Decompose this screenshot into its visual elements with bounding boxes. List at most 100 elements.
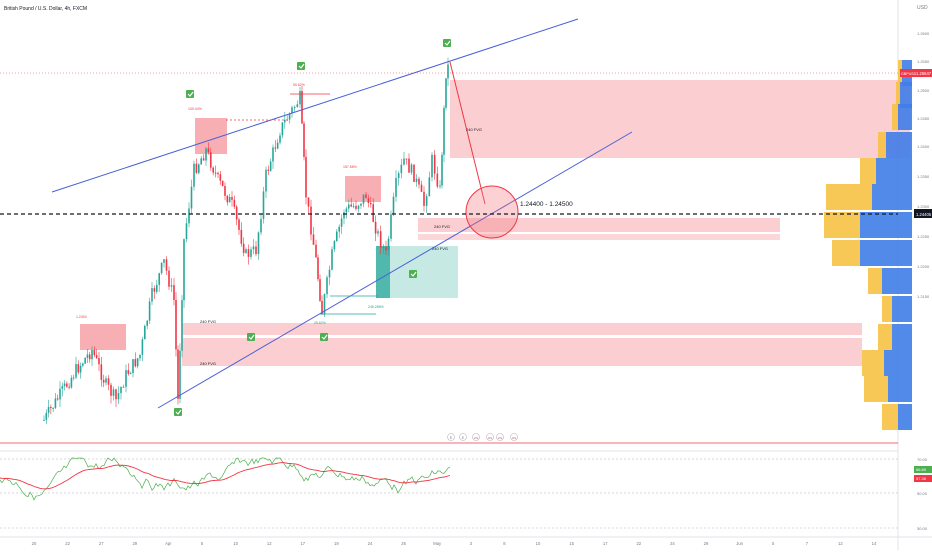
candle-body [105,378,107,383]
svg-text:US: US [488,436,492,440]
time-label-24: 12 [838,541,843,546]
volume-bar-down-4 [876,158,912,184]
time-label-21: Jun [736,541,743,546]
volume-bar-down-1 [900,82,912,108]
candle-body [360,203,362,206]
candle-body [436,173,439,187]
candle-body [238,219,240,230]
candle-body [420,184,423,192]
candle-body [224,185,226,196]
candle-body [433,154,436,174]
fvg-label-2: 240 FVG [434,224,450,229]
time-axis[interactable]: 20 22 27 29 Apr 5 10 12 17 19 24 26 May 3 8 10 15 17 22 24 2… [32,541,877,546]
candle-body [413,164,415,182]
symbol-title[interactable]: British Pound / U.S. Dollar, 4h, FXCM [4,6,87,12]
candle-body [198,164,200,173]
candle-body [370,202,372,205]
time-label-5: 5 [201,541,204,546]
candle-body [350,204,352,207]
fvg-label-4: 240 FVG [200,319,216,324]
price-tick-0: 1.2600 [917,31,930,36]
candle-body [390,214,392,239]
candle-body [343,212,345,219]
candle-body [233,199,236,207]
candle-body [210,152,212,168]
candle-body [445,78,447,108]
volume-bar-down-7 [860,240,912,266]
candle-body [279,135,281,143]
candle-body [365,194,367,199]
time-label-7: 12 [267,541,272,546]
pivot-label-1: 1.2404 [76,315,87,319]
candle-body [185,223,188,240]
svg-text:E: E [462,436,465,440]
candle-body [207,148,210,153]
candle-body [296,104,299,107]
channel-upper-trendline[interactable] [51,18,579,193]
rsi-value-tag-bg [914,466,932,473]
volume-bar-down-10 [892,324,912,350]
candle-body [439,185,441,187]
candle-body [303,123,305,157]
event-marker-3: US [472,433,480,441]
candle-body [305,156,307,198]
check-icon-4 [247,333,255,341]
candle-body [127,370,130,374]
candle-body [43,419,45,421]
check-icon-1 [186,90,194,98]
candle-body [205,148,207,161]
candle-body [348,204,350,209]
time-label-16: 15 [569,541,574,546]
candle-body [175,299,177,350]
rsi-signal-line [0,462,451,490]
volume-bar-up-6 [824,212,860,238]
volume-bar-down-2 [898,104,912,130]
candle-body [315,244,317,258]
candle-body [345,208,348,213]
time-label-3: 29 [132,541,137,546]
candle-body [242,243,245,253]
candle-body [115,389,117,400]
candle-body [84,357,86,364]
target-circle[interactable] [465,185,519,239]
candle-body [352,205,355,207]
time-label-18: 22 [636,541,641,546]
volume-bar-up-7 [832,240,860,266]
event-markers[interactable]: E E US US US US [447,433,518,441]
candle-body [156,284,158,292]
time-label-15: 10 [536,541,541,546]
channel-lower-trendline[interactable] [157,131,633,409]
candle-body [395,178,397,197]
candle-body [68,386,70,388]
volume-bar-up-4 [860,158,876,184]
svg-text:1.24405: 1.24405 [916,212,932,217]
price-tick-5: 1.2350 [917,174,930,179]
candle-body [387,238,390,251]
projection-arrow[interactable] [449,61,486,205]
candle-body [181,300,183,351]
rsi-pane[interactable]: 70.00 50.00 30.00 66.89 57.36 [0,450,932,531]
currency-label: USD [917,5,928,11]
price-tick-3: 1.2450 [917,116,930,121]
candle-body [86,354,89,358]
candle-body [357,205,360,209]
candle-body [134,359,137,367]
candle-body [212,167,214,173]
time-label-12: May [433,541,442,546]
dashed-level-tag: 1.24405 [914,209,932,218]
candle-body [262,191,265,219]
candle-body [321,300,323,315]
candle-body [431,154,433,178]
candle-body [408,158,410,173]
candle-body [50,406,52,409]
candle-body [355,205,357,209]
candle-body [122,386,125,388]
volume-bar-down-9 [892,296,912,322]
candle-body [170,285,173,287]
candle-body [54,398,57,408]
price-tick-4: 1.2400 [917,144,930,149]
volume-profile [824,60,912,430]
candle-body [160,262,163,274]
candle-body [168,270,170,287]
